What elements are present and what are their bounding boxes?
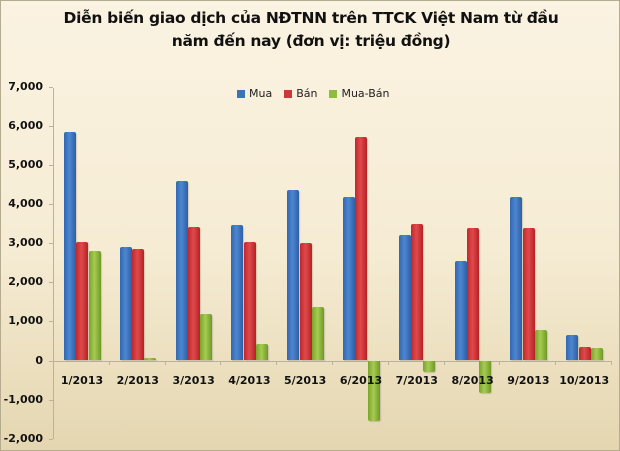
y-tick-mark xyxy=(49,204,53,205)
y-tick-label: 3,000 xyxy=(8,236,43,250)
bar-diff-8-2013 xyxy=(479,360,492,394)
bar-mua-1-2013 xyxy=(64,131,76,361)
x-tick-mark xyxy=(332,361,333,365)
y-axis-line xyxy=(53,88,54,439)
y-tick-label: 1,000 xyxy=(8,314,43,328)
x-tick-mark xyxy=(220,361,221,365)
x-tick-mark xyxy=(499,361,500,365)
x-tick-mark xyxy=(276,361,277,365)
chart-title-line-2: năm đến nay (đơn vị: triệu đồng) xyxy=(171,32,451,50)
x-tick-label: 7/2013 xyxy=(395,374,438,387)
bar-diff-5-2013 xyxy=(311,306,324,361)
x-tick-label: 9/2013 xyxy=(507,374,550,387)
chart-title-line-1: Diễn biến giao dịch của NĐTNN trên TTCK … xyxy=(63,9,559,27)
y-tick-label: 6,000 xyxy=(8,118,43,132)
bar-ban-4-2013 xyxy=(243,242,256,361)
x-tick-label: 5/2013 xyxy=(284,374,327,387)
legend-swatch-mua-ban-icon xyxy=(329,89,338,98)
bar-diff-6-2013 xyxy=(367,360,380,422)
bar-ban-5-2013 xyxy=(299,243,312,361)
bar-ban-3-2013 xyxy=(187,227,200,361)
legend-swatch-ban-icon xyxy=(284,89,293,98)
y-tick-mark xyxy=(49,165,53,166)
x-tick-label: 10/2013 xyxy=(559,374,610,387)
bar-mua-3-2013 xyxy=(175,180,188,361)
chart-title: Diễn biến giao dịch của NĐTNN trên TTCK … xyxy=(1,7,620,53)
legend-label-mua: Mua xyxy=(249,87,273,100)
legend-label-mua-ban: Mua-Bán xyxy=(341,87,390,100)
y-tick-mark xyxy=(49,400,53,401)
bar-diff-10-2013 xyxy=(590,348,603,361)
y-tick-mark xyxy=(49,361,53,362)
bar-diff-7-2013 xyxy=(423,360,436,372)
legend-item-ban: Bán xyxy=(284,87,317,100)
chart-legend: Mua Bán Mua-Bán xyxy=(237,87,390,100)
x-tick-mark xyxy=(109,361,110,365)
y-tick-mark xyxy=(49,321,53,322)
bar-diff-1-2013 xyxy=(88,250,101,361)
bar-mua-7-2013 xyxy=(398,234,411,361)
bar-ban-8-2013 xyxy=(466,228,479,361)
bar-mua-4-2013 xyxy=(231,225,244,361)
bar-mua-8-2013 xyxy=(454,261,467,361)
y-tick-label: 0 xyxy=(35,353,43,367)
x-tick-mark xyxy=(555,361,556,365)
x-tick-label: 3/2013 xyxy=(172,374,215,387)
x-tick-mark xyxy=(165,361,166,365)
x-tick-mark xyxy=(444,361,445,365)
y-tick-label: -1,000 xyxy=(3,392,43,406)
y-tick-mark xyxy=(49,87,53,88)
bar-diff-3-2013 xyxy=(200,313,213,361)
y-tick-label: 4,000 xyxy=(8,197,43,211)
bar-diff-9-2013 xyxy=(535,330,547,361)
bar-ban-9-2013 xyxy=(522,227,535,361)
bar-mua-9-2013 xyxy=(510,197,523,361)
bar-ban-2-2013 xyxy=(132,249,145,361)
y-tick-mark xyxy=(49,243,53,244)
bar-mua-6-2013 xyxy=(343,197,355,361)
x-tick-label: 8/2013 xyxy=(451,374,494,387)
x-tick-label: 1/2013 xyxy=(60,374,104,387)
y-tick-label: -2,000 xyxy=(3,431,43,445)
y-tick-label: 2,000 xyxy=(8,275,43,289)
legend-item-mua: Mua xyxy=(237,87,272,100)
bar-ban-6-2013 xyxy=(355,136,368,361)
x-tick-label: 6/2013 xyxy=(339,374,383,387)
y-tick-mark xyxy=(49,126,53,127)
legend-label-ban: Bán xyxy=(296,87,318,100)
y-tick-label: 5,000 xyxy=(8,158,43,171)
bar-ban-7-2013 xyxy=(411,223,424,361)
legend-item-mua-ban: Mua-Bán xyxy=(329,87,390,100)
bar-mua-5-2013 xyxy=(287,189,300,361)
y-tick-mark xyxy=(49,282,53,283)
x-tick-label: 4/2013 xyxy=(228,374,271,387)
y-tick-mark xyxy=(49,439,53,440)
bar-mua-2-2013 xyxy=(119,246,132,361)
bar-diff-4-2013 xyxy=(256,343,268,361)
bar-mua-10-2013 xyxy=(566,334,579,361)
legend-swatch-mua-icon xyxy=(237,89,245,98)
bar-ban-1-2013 xyxy=(76,241,89,361)
x-tick-mark xyxy=(388,361,389,365)
x-tick-label: 2/2013 xyxy=(116,374,159,387)
x-tick-mark xyxy=(611,361,612,365)
bar-ban-10-2013 xyxy=(578,347,591,361)
y-tick-label: 7,000 xyxy=(8,79,43,93)
bar-diff-2-2013 xyxy=(144,357,157,361)
